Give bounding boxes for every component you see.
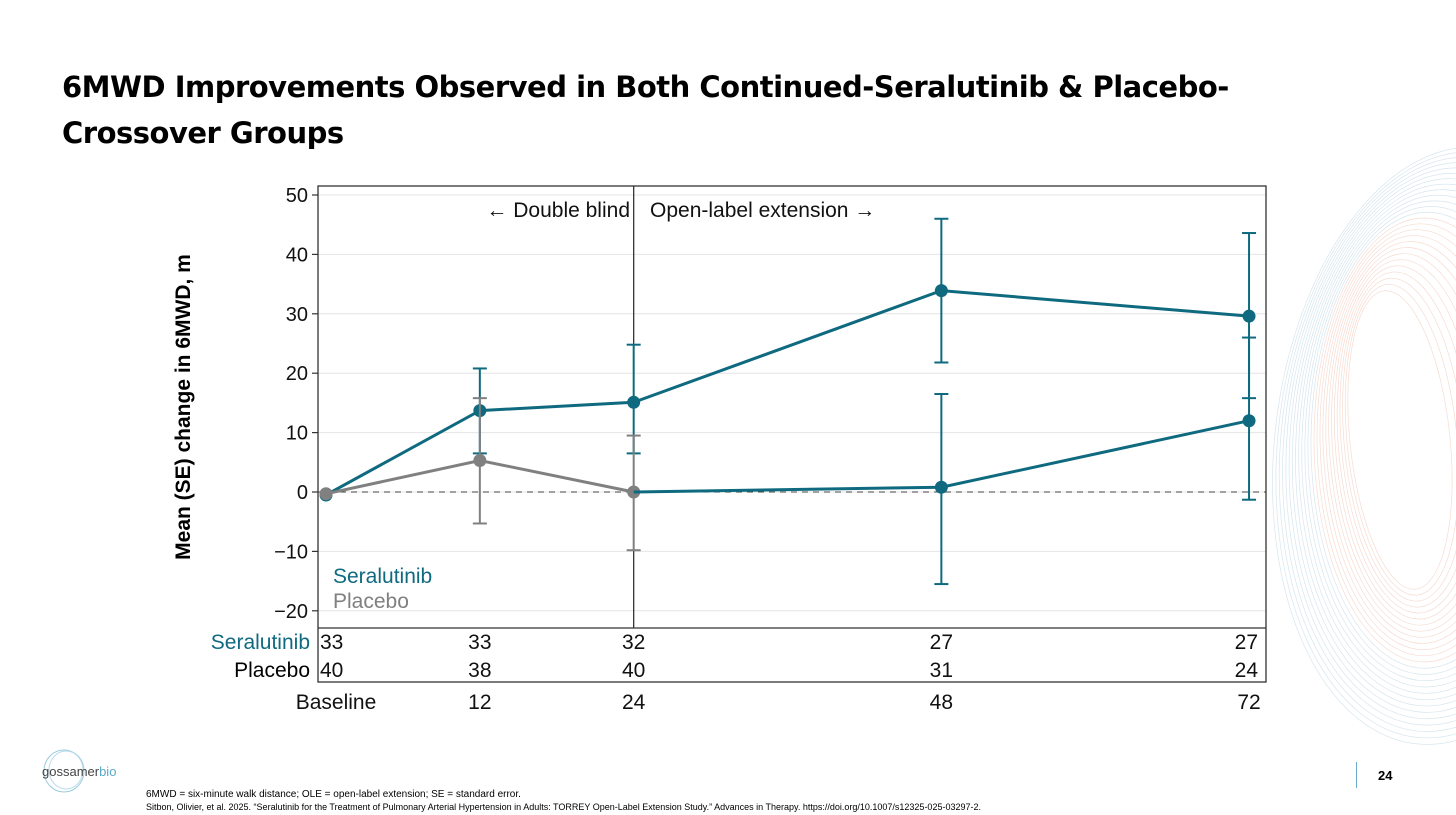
- swirl-line: [1316, 223, 1456, 657]
- swirl-line: [1344, 284, 1456, 596]
- data-point: [319, 487, 333, 501]
- page-divider: [1356, 762, 1357, 788]
- at-risk-value: 27: [1235, 631, 1258, 654]
- y-tick-label: 10: [286, 423, 308, 445]
- swirl-line: [1331, 253, 1456, 626]
- citation: Sitbon, Olivier, et al. 2025. “Seralutin…: [146, 802, 981, 812]
- y-tick-label: 0: [297, 482, 308, 504]
- x-tick-label: 72: [1237, 691, 1260, 714]
- y-tick-label: −20: [274, 601, 308, 623]
- at-risk-row-label: Placebo: [234, 659, 310, 682]
- swirl-line: [1339, 271, 1456, 608]
- swirl-line: [1275, 151, 1456, 739]
- at-risk-value: 40: [622, 659, 645, 682]
- at-risk-value: 32: [622, 631, 645, 654]
- swirl-line: [1336, 265, 1456, 614]
- data-point: [627, 395, 641, 409]
- x-tick-label: 12: [468, 691, 491, 714]
- swirl-line: [1328, 247, 1456, 632]
- data-point: [1242, 414, 1256, 428]
- swirl-line: [1304, 200, 1456, 682]
- swirl-line: [1307, 206, 1456, 675]
- company-logo-text: gossamerbio: [42, 764, 116, 779]
- data-point: [1242, 309, 1256, 323]
- x-tick-label: Baseline: [296, 691, 377, 714]
- at-risk-value: 33: [468, 631, 491, 654]
- data-point: [473, 454, 487, 468]
- swirl-line: [1272, 146, 1456, 745]
- footnote: 6MWD = six-minute walk distance; OLE = o…: [146, 789, 521, 800]
- y-tick-label: 20: [286, 363, 308, 385]
- page-number: 24: [1378, 768, 1393, 783]
- y-tick-label: 40: [286, 244, 308, 266]
- y-tick-label: −10: [274, 541, 308, 563]
- at-risk-value: 31: [930, 659, 953, 682]
- logo-accent: bio: [99, 764, 117, 779]
- y-tick-label: 50: [286, 185, 308, 207]
- logo-main: gossamer: [42, 764, 100, 779]
- data-point: [934, 480, 948, 494]
- x-tick-label: 24: [622, 691, 646, 714]
- swirl-line: [1313, 217, 1456, 663]
- at-risk-value: 24: [1235, 659, 1259, 682]
- swirl-line: [1325, 241, 1456, 638]
- swirl-line: [1298, 189, 1456, 694]
- at-risk-row-label: Seralutinib: [211, 631, 310, 654]
- legend-entry: Placebo: [333, 590, 409, 613]
- swirl-line: [1285, 167, 1456, 720]
- swirl-line: [1322, 235, 1456, 644]
- at-risk-value: 27: [930, 631, 953, 654]
- y-axis-label: Mean (SE) change in 6MWD, m: [172, 254, 195, 560]
- swirl-line: [1282, 162, 1456, 726]
- swirl-line: [1333, 259, 1456, 620]
- data-point: [934, 284, 948, 298]
- swirl-line: [1301, 194, 1456, 688]
- swirl-line: [1278, 156, 1456, 732]
- swirl-line: [1347, 290, 1453, 590]
- legend-entry: Seralutinib: [333, 565, 432, 588]
- swirl-line: [1291, 178, 1456, 707]
- x-tick-label: 48: [930, 691, 953, 714]
- swirl-line: [1310, 211, 1456, 669]
- y-tick-label: 30: [286, 304, 308, 326]
- swirl-line: [1342, 277, 1456, 602]
- swirl-line: [1319, 229, 1456, 650]
- plot-frame: [317, 185, 1267, 683]
- gossamer-logo-icon: [43, 749, 85, 793]
- annotation-open-label: Open-label extension →: [650, 199, 875, 222]
- swirl-line: [1288, 172, 1456, 713]
- at-risk-value: 33: [320, 631, 343, 654]
- swirl-line: [1295, 183, 1456, 700]
- annotation-double-blind: ← Double blind: [486, 199, 630, 222]
- slide-title: 6MWD Improvements Observed in Both Conti…: [62, 70, 1229, 150]
- at-risk-value: 40: [320, 659, 343, 682]
- at-risk-value: 38: [468, 659, 491, 682]
